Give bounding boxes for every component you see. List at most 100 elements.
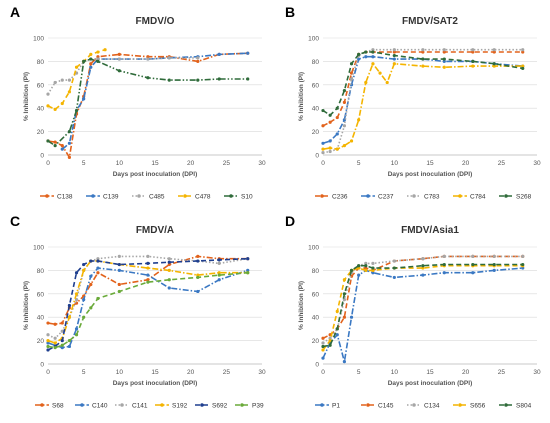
legend-label: C138 [57,194,73,201]
data-point-p1 [335,333,339,337]
x-axis-label: Days post inoculation (DPI) [113,380,198,387]
data-point-c134 [492,254,496,258]
series-line-p39 [47,271,248,349]
data-point-c138 [60,144,64,148]
legend-item-s68: S68 [35,403,64,410]
legend-item-c485: C485 [132,194,165,201]
data-point-c237 [321,141,325,145]
x-tick-label: 30 [258,160,266,167]
x-tick-label: 0 [321,160,325,167]
data-point-c485 [167,56,171,60]
data-point-s692 [246,257,250,261]
legend-item-c139: C139 [86,194,119,201]
data-point-c784 [421,64,425,68]
data-point-c134 [421,257,425,261]
data-point-s68 [167,262,171,267]
data-point-s692 [46,348,50,352]
data-point-c478 [67,90,71,94]
legend-marker [45,194,49,198]
data-point-c141 [46,333,50,337]
y-tick-label: 80 [312,268,320,275]
legend-marker [458,403,462,407]
series-s692 [46,257,250,352]
data-point-c784 [342,144,346,148]
data-point-p1 [392,275,396,280]
panel-letter-d: D [285,213,296,229]
data-point-p39 [74,333,79,337]
panel-letter-a: A [10,4,21,20]
data-point-c140 [67,344,71,349]
data-point-p39 [196,275,200,280]
data-point-s268 [357,52,361,56]
data-point-c784 [471,64,475,68]
data-point-s268 [321,108,325,113]
legend-marker [458,194,462,198]
data-point-c140 [217,278,221,282]
legend-marker [366,194,370,198]
data-point-c134 [371,261,375,265]
legend-item-c134: C134 [407,403,440,410]
legend-label: C134 [424,403,440,410]
data-point-s10 [117,69,121,73]
legend-label: C485 [149,194,165,201]
data-point-p1 [521,266,525,270]
series-line-s268 [322,51,523,116]
legend-label: C784 [470,194,486,201]
data-point-s192 [46,339,50,343]
data-point-c141 [217,261,221,265]
data-point-s10 [67,130,71,134]
y-tick-label: 80 [312,59,320,66]
x-tick-label: 5 [357,160,361,167]
data-point-c236 [471,50,475,54]
data-point-s68 [146,278,150,282]
data-point-c236 [521,50,525,54]
data-point-p39 [60,343,64,347]
data-point-s804 [471,262,475,267]
data-point-s804 [342,292,346,296]
data-point-s804 [335,327,339,331]
data-point-c140 [74,327,79,331]
data-point-s268 [421,57,425,61]
data-point-s10 [82,59,86,64]
chart-fmdv-a: FMDV/A 0 20 40 60 80 100 0 5 10 15 20 25 30 Days post … [23,225,266,410]
data-point-p39 [117,289,121,294]
data-point-s656 [371,268,375,272]
panel-b: B FMDV/SAT2 0 20 40 60 80 100 0 5 10 15 20 25 30 Days … [275,0,550,209]
data-point-c134 [392,259,396,263]
data-point-s804 [321,344,325,349]
data-point-c485 [196,56,200,60]
panel-a: A FMDV/O 0 20 40 60 80 100 0 5 10 15 20 25 30 Days pos… [0,0,275,209]
x-tick-label: 10 [116,160,124,167]
legend-marker [91,194,95,198]
x-tick-label: 30 [533,369,541,376]
data-point-p39 [146,280,150,284]
x-tick-label: 20 [187,369,195,376]
data-point-p39 [217,273,221,277]
data-point-c784 [335,147,339,151]
data-point-s192 [82,268,86,272]
y-tick-label: 80 [37,268,45,275]
data-point-s804 [357,264,361,268]
legend-item-c141: C141 [115,403,148,410]
data-point-p1 [357,273,361,277]
data-point-s804 [442,262,446,267]
legend-label: S192 [172,403,188,410]
data-point-s804 [521,262,525,267]
data-point-c139 [67,141,71,145]
x-tick-label: 20 [462,160,470,167]
series-c784 [321,62,525,151]
data-point-s68 [96,271,100,275]
data-point-c485 [46,92,50,96]
x-tick-label: 15 [426,369,434,376]
y-tick-label: 100 [308,36,319,43]
panel-c: C FMDV/A 0 20 40 60 80 100 0 5 10 15 20 25 30 Days pos… [0,209,275,418]
series-line-c236 [322,51,523,127]
y-tick-label: 100 [308,245,319,252]
legend-marker [412,194,416,198]
data-point-s692 [217,258,221,262]
y-tick-label: 60 [37,291,45,298]
data-point-s268 [521,66,525,71]
x-tick-label: 15 [151,369,159,376]
data-point-c236 [421,50,425,54]
legend-label: S68 [52,403,64,410]
